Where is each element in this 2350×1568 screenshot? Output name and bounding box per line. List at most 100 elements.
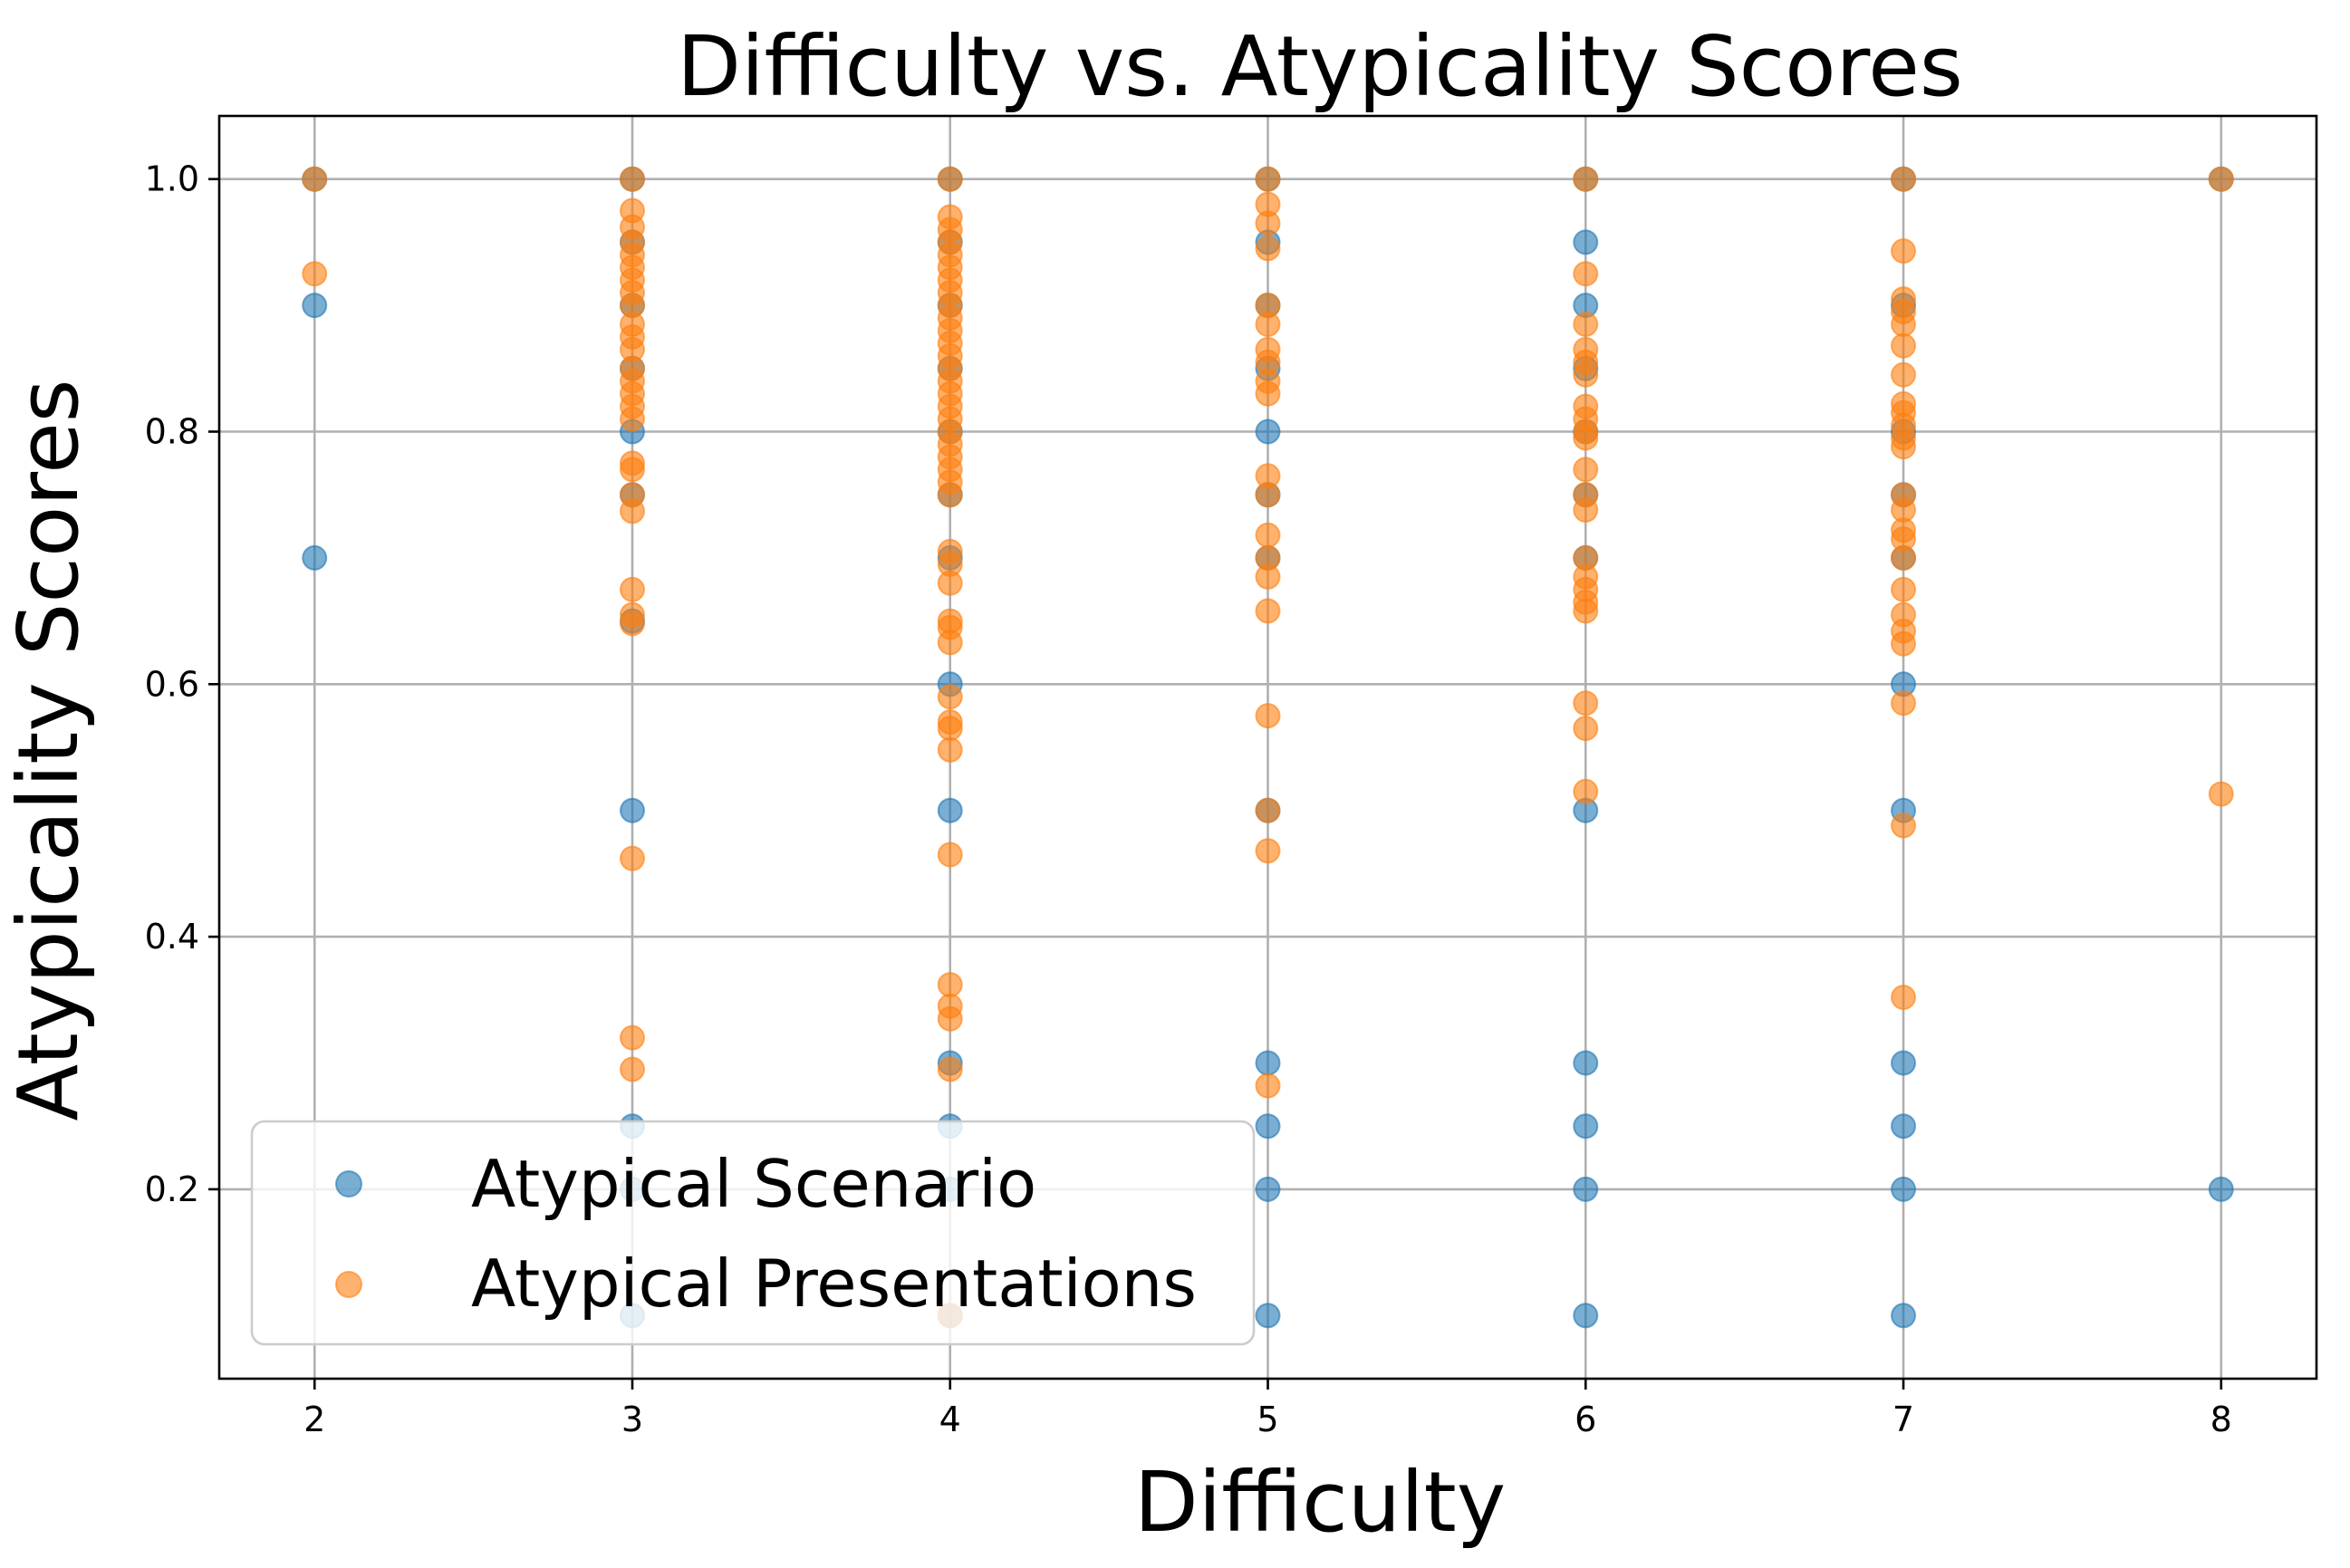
point-atypical-presentations: [1255, 312, 1281, 338]
point-atypical-scenario: [1573, 1050, 1599, 1076]
legend-marker-atypical-presentations: [335, 1271, 362, 1298]
point-atypical-presentations: [302, 261, 328, 287]
y-tick-label: 0.8: [145, 412, 199, 452]
point-atypical-presentations: [1573, 361, 1599, 388]
point-atypical-scenario: [937, 797, 963, 823]
point-atypical-scenario: [1255, 1113, 1281, 1140]
point-atypical-presentations: [1255, 563, 1281, 590]
point-atypical-presentations: [619, 498, 645, 524]
point-atypical-presentations: [619, 166, 645, 192]
legend-label-atypical-scenario: Atypical Scenario: [471, 1146, 1036, 1222]
point-atypical-presentations: [1891, 312, 1917, 338]
point-atypical-presentations: [619, 406, 645, 432]
x-tick-label: 6: [1575, 1400, 1596, 1439]
point-atypical-presentations: [1255, 380, 1281, 407]
point-atypical-presentations: [1573, 690, 1599, 717]
point-atypical-presentations: [1255, 236, 1281, 262]
point-atypical-scenario: [302, 293, 328, 319]
point-atypical-scenario: [1891, 1303, 1917, 1329]
point-atypical-presentations: [1573, 457, 1599, 483]
point-atypical-presentations: [937, 972, 963, 998]
point-atypical-presentations: [619, 1024, 645, 1051]
x-tick-label: 8: [2210, 1400, 2232, 1439]
point-atypical-presentations: [1573, 496, 1599, 523]
point-atypical-presentations: [1573, 425, 1599, 451]
point-atypical-presentations: [1573, 716, 1599, 742]
point-atypical-scenario: [2208, 1176, 2234, 1202]
point-atypical-presentations: [1255, 210, 1281, 236]
point-atypical-presentations: [1255, 703, 1281, 729]
point-atypical-presentations: [2208, 166, 2234, 192]
legend: Atypical Scenario Atypical Presentations: [250, 1120, 1256, 1346]
point-atypical-presentations: [1891, 332, 1917, 359]
point-atypical-presentations: [1255, 522, 1281, 548]
point-atypical-presentations: [937, 684, 963, 710]
point-atypical-scenario: [1255, 418, 1281, 445]
point-atypical-scenario: [1573, 229, 1599, 255]
point-atypical-presentations: [937, 1005, 963, 1032]
x-axis-label: Difficulty: [1134, 1454, 1506, 1551]
y-axis-label: Atypicality Scores: [0, 379, 97, 1121]
point-atypical-presentations: [1255, 463, 1281, 489]
point-atypical-presentations: [619, 1056, 645, 1082]
point-atypical-presentations: [1255, 797, 1281, 823]
point-atypical-scenario: [1573, 1303, 1599, 1329]
axis-ticks: 2 3 4 5 6 7 8 0.2 0.4 0.6 0.8 1.0: [145, 159, 2232, 1439]
point-atypical-presentations: [937, 736, 963, 763]
point-atypical-presentations: [1573, 166, 1599, 192]
point-atypical-presentations: [302, 166, 328, 192]
point-atypical-presentations: [619, 845, 645, 871]
chart-title: Difficulty vs. Atypicality Scores: [677, 18, 1963, 115]
point-atypical-scenario: [1255, 1176, 1281, 1202]
point-atypical-scenario: [1573, 1113, 1599, 1140]
point-atypical-presentations: [2208, 781, 2234, 807]
point-atypical-presentations: [1255, 838, 1281, 864]
x-tick-label: 7: [1893, 1400, 1914, 1439]
point-atypical-presentations: [1255, 598, 1281, 624]
point-atypical-scenario: [1891, 1113, 1917, 1140]
point-atypical-scenario: [619, 797, 645, 823]
point-atypical-presentations: [1573, 598, 1599, 624]
point-atypical-presentations: [937, 716, 963, 742]
point-atypical-presentations: [1891, 166, 1917, 192]
point-atypical-presentations: [1573, 261, 1599, 287]
point-atypical-scenario: [302, 544, 328, 571]
y-tick-label: 1.0: [145, 159, 199, 199]
point-atypical-presentations: [1891, 813, 1917, 839]
point-atypical-presentations: [619, 576, 645, 602]
y-tick-label: 0.6: [145, 664, 199, 704]
point-atypical-presentations: [1891, 361, 1917, 388]
point-atypical-presentations: [1255, 166, 1281, 192]
point-atypical-scenario: [1255, 1303, 1281, 1329]
point-atypical-presentations: [1573, 312, 1599, 338]
x-tick-label: 4: [939, 1400, 961, 1439]
y-tick-label: 0.4: [145, 917, 199, 957]
point-atypical-presentations: [937, 630, 963, 656]
point-atypical-presentations: [1891, 238, 1917, 265]
point-atypical-presentations: [1255, 1073, 1281, 1099]
point-atypical-presentations: [1891, 985, 1917, 1011]
legend-box: [250, 1120, 1256, 1346]
point-atypical-presentations: [619, 611, 645, 637]
point-atypical-presentations: [1891, 630, 1917, 657]
x-tick-label: 5: [1257, 1400, 1278, 1439]
point-atypical-presentations: [937, 570, 963, 596]
legend-label-atypical-presentations: Atypical Presentations: [471, 1246, 1197, 1322]
x-tick-label: 2: [303, 1400, 325, 1439]
data-points: [302, 166, 2234, 1329]
point-atypical-scenario: [1891, 1050, 1917, 1076]
point-atypical-scenario: [1891, 1176, 1917, 1202]
legend-marker-atypical-scenario: [335, 1170, 362, 1198]
point-atypical-presentations: [1891, 544, 1917, 571]
y-tick-label: 0.2: [145, 1169, 199, 1209]
point-atypical-presentations: [1891, 690, 1917, 717]
point-atypical-presentations: [937, 482, 963, 508]
point-atypical-presentations: [619, 457, 645, 483]
point-atypical-presentations: [1891, 576, 1917, 602]
point-atypical-presentations: [937, 166, 963, 192]
point-atypical-presentations: [1573, 778, 1599, 804]
point-atypical-presentations: [937, 842, 963, 868]
point-atypical-presentations: [1891, 434, 1917, 460]
